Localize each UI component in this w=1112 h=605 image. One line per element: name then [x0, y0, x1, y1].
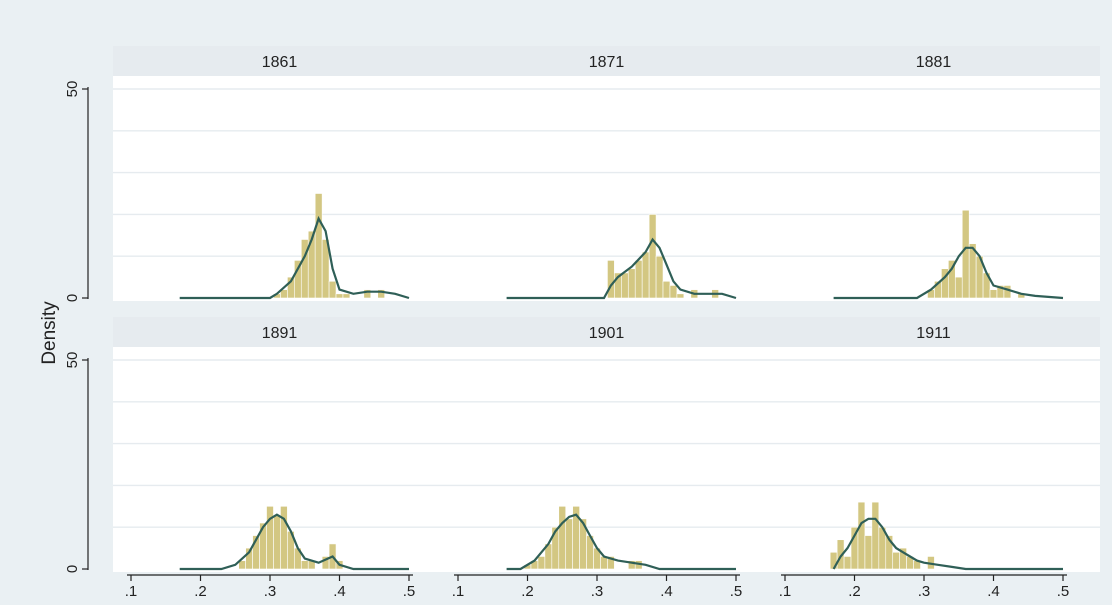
histogram-bar [989, 289, 998, 299]
histogram-bar [321, 239, 330, 299]
histogram-bar [641, 251, 650, 299]
histogram-bar [342, 293, 351, 299]
x-tick-label: .2 [194, 583, 207, 600]
histogram-bar [1003, 285, 1012, 299]
x-tick-label: .2 [521, 583, 534, 600]
density-curve [506, 513, 736, 571]
y-axis-label: Density [39, 301, 60, 365]
histogram-bar [280, 505, 288, 570]
histogram-bar [655, 255, 664, 299]
panel-1911: 1911 .1 .2 .3 .4 .5 [767, 317, 1100, 600]
density-curve [506, 237, 737, 300]
histogram-bar [871, 501, 880, 570]
x-tick-label: .5 [1057, 583, 1070, 600]
histogram-bar [857, 501, 866, 570]
density-curve [833, 246, 1064, 300]
panel-title-strip [440, 46, 773, 76]
histogram-bar [558, 505, 567, 570]
x-tick-label: .5 [730, 583, 743, 600]
y-tick-label: 0 [64, 565, 81, 573]
x-tick-label: .4 [333, 583, 346, 600]
panel-title: 1881 [916, 54, 952, 71]
density-curve [179, 513, 409, 571]
panel-background [767, 46, 1100, 301]
histogram-bar [676, 293, 685, 299]
density-curve [179, 215, 410, 300]
y-tick-label: 50 [64, 352, 81, 369]
panel-title: 1861 [262, 54, 298, 71]
panel-grid: 1861 0 50 1871 1881 1891 0 50 .1 .2 .3 .4 .5 1901 .1 .2… [64, 46, 1100, 600]
panel-1891: 1891 0 50 .1 .2 .3 .4 .5 [64, 317, 446, 600]
histogram-bar [627, 268, 636, 299]
x-tick-label: .5 [403, 583, 416, 600]
histogram-bar [634, 260, 643, 299]
panel-title-strip [440, 317, 773, 347]
panel-background [440, 317, 773, 572]
x-tick-label: .3 [264, 583, 277, 600]
panel-1861: 1861 0 50 [64, 46, 446, 302]
histogram-bar [836, 539, 845, 570]
histogram-bar [662, 280, 671, 299]
x-tick-label: .3 [918, 583, 931, 600]
histogram-bar [335, 293, 344, 299]
histogram-bar [363, 289, 372, 299]
panel-title-strip [767, 46, 1100, 76]
density-curve [832, 517, 1063, 571]
histogram-bar [648, 214, 657, 299]
y-tick-label: 0 [64, 294, 81, 302]
x-tick-label: .1 [779, 583, 792, 600]
histogram-bar [864, 535, 873, 570]
x-tick-label: .1 [452, 583, 465, 600]
histogram-bar [607, 260, 615, 299]
histogram-bar [537, 556, 546, 570]
panel-background [440, 46, 773, 301]
x-tick-label: .2 [848, 583, 861, 600]
histogram-bar [314, 193, 323, 299]
histogram-bar [273, 514, 281, 570]
histogram-bar [266, 505, 274, 570]
histogram-bar [961, 209, 970, 299]
panel-title-strip [113, 46, 446, 76]
y-tick-label: 50 [64, 81, 81, 98]
panel-title: 1901 [589, 325, 625, 342]
panel-title: 1871 [589, 54, 625, 71]
histogram-bar [565, 518, 573, 570]
panel-1881: 1881 [767, 46, 1100, 301]
histogram-bar [892, 551, 900, 570]
panel-1871: 1871 [440, 46, 773, 301]
panel-title-strip [113, 317, 446, 347]
x-tick-label: .4 [987, 583, 1000, 600]
panel-background [767, 317, 1100, 572]
panel-title-strip [767, 317, 1100, 347]
histogram-bar [621, 272, 629, 299]
histogram-bar [669, 285, 678, 299]
histogram-bar [954, 276, 963, 299]
panel-background [113, 46, 446, 301]
panel-title: 1911 [916, 325, 951, 342]
x-tick-label: .1 [125, 583, 138, 600]
histogram-bar [300, 560, 309, 570]
histogram-bar [328, 280, 337, 299]
histogram-bar [843, 556, 852, 570]
x-tick-label: .3 [591, 583, 604, 600]
panel-title: 1891 [262, 325, 298, 342]
panel-1901: 1901 .1 .2 .3 .4 .5 [440, 317, 773, 600]
histogram-bar [607, 556, 615, 570]
x-tick-label: .4 [660, 583, 673, 600]
histogram-bar [377, 289, 385, 299]
